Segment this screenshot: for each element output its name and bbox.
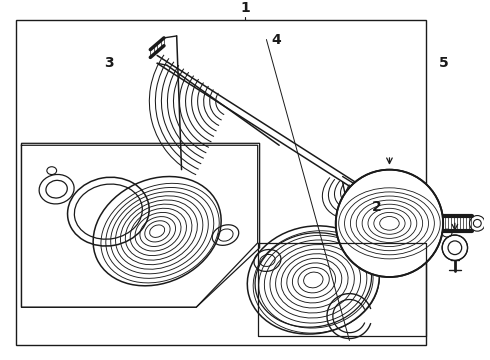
Text: 1: 1 (240, 1, 250, 15)
Ellipse shape (336, 170, 443, 277)
Bar (16, 20, 426, 345)
Ellipse shape (442, 235, 467, 260)
Text: 2: 2 (371, 200, 381, 214)
Text: 5: 5 (439, 56, 449, 70)
Text: 3: 3 (104, 56, 114, 70)
Text: 4: 4 (271, 32, 281, 46)
